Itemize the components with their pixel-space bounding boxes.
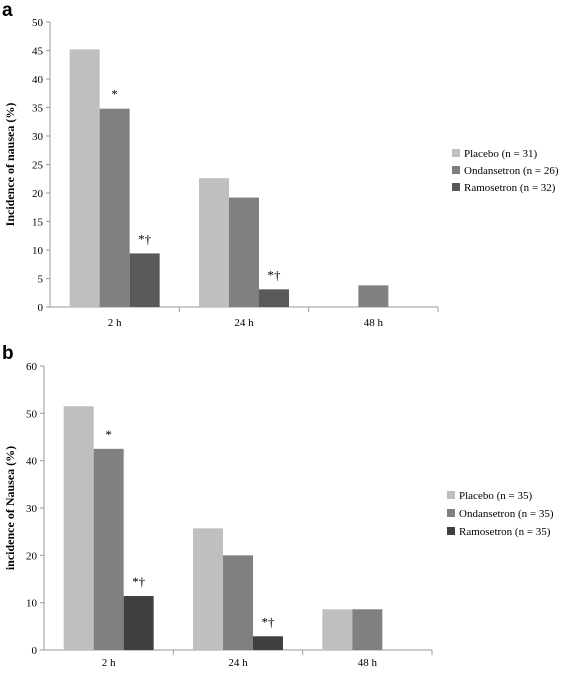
legend-swatch xyxy=(447,527,455,535)
y-tick-label: 40 xyxy=(32,74,44,86)
bar-ramosetron xyxy=(123,596,154,650)
y-tick-label: 50 xyxy=(32,17,44,29)
bar-ondansetron xyxy=(99,108,130,307)
y-tick-label: 45 xyxy=(32,46,44,58)
y-tick-label: 25 xyxy=(32,160,44,172)
y-tick-label: 20 xyxy=(32,188,44,200)
y-tick-label: 5 xyxy=(38,274,44,286)
legend-label: Placebo (n = 31) xyxy=(464,148,537,160)
x-category-label: 2 h xyxy=(102,657,116,669)
legend-label: Ramosetron (n = 35) xyxy=(459,526,551,538)
y-tick-label: 60 xyxy=(26,361,38,373)
legend-label: Ondansetron (n = 35) xyxy=(459,508,554,520)
y-tick-label: 35 xyxy=(32,103,44,115)
bar-ondansetron xyxy=(93,448,124,650)
y-tick-label: 0 xyxy=(38,302,44,314)
bar-ramosetron xyxy=(259,289,289,307)
bar-placebo xyxy=(193,528,223,650)
legend-swatch xyxy=(452,183,460,191)
panel-label-b: b xyxy=(2,343,14,364)
significance-marker: *† xyxy=(268,267,282,282)
legend-label: Ramosetron (n = 32) xyxy=(464,182,556,194)
legend-swatch xyxy=(452,166,460,174)
bar-placebo xyxy=(322,609,353,650)
x-category-label: 24 h xyxy=(228,657,248,669)
legend-label: Placebo (n = 35) xyxy=(459,490,532,502)
legend-swatch xyxy=(452,149,460,157)
y-tick-label: 0 xyxy=(32,645,38,657)
significance-marker: *† xyxy=(132,574,146,589)
legend-swatch xyxy=(447,491,455,499)
significance-marker: * xyxy=(111,87,118,102)
y-axis-title: incidence of Nausea (%) xyxy=(3,446,17,570)
bar-ondansetron xyxy=(358,285,389,307)
bar-placebo xyxy=(63,406,94,650)
y-axis-title: Incidence of nausea (%) xyxy=(3,103,17,227)
bar-ondansetron xyxy=(229,197,259,307)
x-category-label: 2 h xyxy=(108,317,122,329)
panel-label-a: a xyxy=(2,0,13,21)
significance-marker: *† xyxy=(138,231,152,246)
y-tick-label: 50 xyxy=(26,408,38,420)
bar-ramosetron xyxy=(253,636,283,650)
bar-ondansetron xyxy=(223,555,253,650)
bar-placebo xyxy=(69,49,100,308)
x-category-label: 48 h xyxy=(364,317,384,329)
significance-marker: *† xyxy=(262,614,276,629)
y-tick-label: 30 xyxy=(32,131,44,143)
y-tick-label: 40 xyxy=(26,456,38,468)
y-tick-label: 10 xyxy=(32,245,44,257)
significance-marker: * xyxy=(105,427,112,442)
bar-ramosetron xyxy=(129,253,160,307)
legend-swatch xyxy=(447,509,455,517)
x-category-label: 48 h xyxy=(358,657,378,669)
y-tick-label: 15 xyxy=(32,217,44,229)
legend-label: Ondansetron (n = 26) xyxy=(464,165,559,177)
bar-placebo xyxy=(199,178,229,307)
x-category-label: 24 h xyxy=(234,317,254,329)
y-tick-label: 20 xyxy=(26,550,38,562)
y-tick-label: 30 xyxy=(26,503,38,515)
y-tick-label: 10 xyxy=(26,598,38,610)
bar-ondansetron xyxy=(352,609,383,650)
